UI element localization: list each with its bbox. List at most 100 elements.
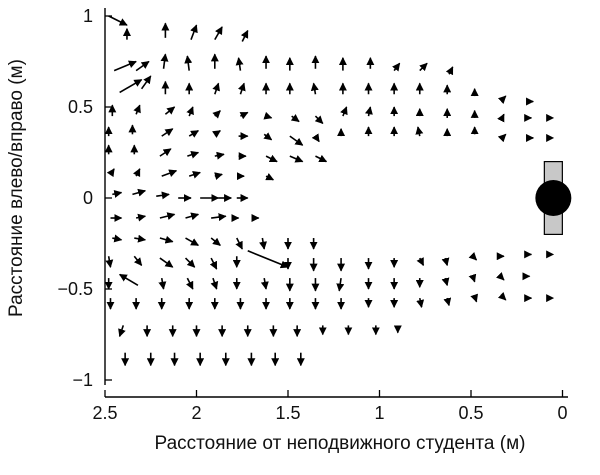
vector-arrow xyxy=(140,75,152,90)
x-tick-label: 1 xyxy=(374,403,384,423)
vector-arrow xyxy=(468,251,478,261)
student-body xyxy=(535,180,572,216)
stationary-student xyxy=(535,161,572,236)
vector-arrow xyxy=(237,82,246,95)
vector-arrow xyxy=(210,277,219,290)
velocity-vectors xyxy=(104,15,535,367)
vector-arrow xyxy=(263,132,273,141)
vector-arrow xyxy=(185,237,200,247)
y-ticks: 1 0.5 0 −0.5 −1 xyxy=(57,6,112,390)
vector-arrow xyxy=(133,255,143,266)
vector-arrow xyxy=(212,82,220,95)
y-tick-label: −1 xyxy=(72,370,93,390)
vector-arrow xyxy=(118,273,139,287)
vector-arrow xyxy=(311,133,320,143)
vector-arrow xyxy=(441,257,450,267)
vector-arrow xyxy=(365,106,373,117)
vector-arrow xyxy=(497,95,507,104)
vector-arrow xyxy=(159,148,172,157)
vector-arrow xyxy=(260,277,269,290)
y-tick-label: 1 xyxy=(83,6,93,26)
vector-arrow xyxy=(443,297,452,307)
vector-arrow xyxy=(497,133,507,143)
x-tick-label: 0 xyxy=(557,403,567,423)
vector-arrow xyxy=(188,129,200,138)
vector-arrow xyxy=(118,325,126,338)
vector-arrow xyxy=(468,273,477,283)
vector-arrow xyxy=(119,79,143,94)
vector-arrow xyxy=(212,129,221,138)
vector-arrow xyxy=(132,188,147,197)
vector-arrow xyxy=(164,106,176,115)
vector-arrow xyxy=(209,257,218,270)
x-tick-label: 2 xyxy=(191,403,201,423)
vector-arrow xyxy=(184,55,193,71)
vector-arrow xyxy=(108,15,128,26)
vector-arrow xyxy=(156,191,170,200)
vector-arrow xyxy=(265,173,275,181)
vector-arrow xyxy=(112,190,123,198)
vector-arrow xyxy=(340,106,348,117)
vector-arrow xyxy=(186,277,194,290)
x-axis-label: Расстояние от неподвижного студента (м) xyxy=(155,433,526,454)
vector-arrow xyxy=(315,154,328,163)
vector-arrow xyxy=(160,53,169,69)
vector-arrow xyxy=(259,237,267,250)
vector-arrow xyxy=(211,213,227,222)
vector-arrow xyxy=(161,128,174,137)
y-tick-label: 0 xyxy=(83,188,93,208)
vector-arrow xyxy=(310,82,319,95)
vector-arrow xyxy=(290,114,300,123)
x-tick-label: 1.5 xyxy=(275,403,300,423)
vector-arrow xyxy=(445,66,454,76)
vector-arrow xyxy=(159,257,174,268)
plot-axes xyxy=(104,8,568,398)
vector-arrow xyxy=(190,24,198,40)
vector-arrow xyxy=(106,168,115,178)
vector-arrow xyxy=(113,60,137,72)
vector-arrow xyxy=(132,168,141,178)
vector-arrow xyxy=(416,297,425,308)
vector-arrow xyxy=(214,172,223,180)
vector-arrow xyxy=(265,154,278,163)
y-tick-label: 0.5 xyxy=(68,97,93,117)
vector-arrow xyxy=(392,62,401,72)
vector-arrow xyxy=(212,110,221,119)
vector-arrow xyxy=(185,212,200,221)
x-tick-label: 0.5 xyxy=(458,403,483,423)
vector-arrow xyxy=(210,237,221,246)
vector-arrow xyxy=(470,293,478,303)
vector-arrow xyxy=(239,111,249,120)
vector-arrow xyxy=(214,26,223,41)
vector-arrow xyxy=(186,106,194,117)
vector-arrow xyxy=(159,212,176,220)
vector-arrow xyxy=(336,277,345,292)
y-tick-label: −0.5 xyxy=(57,279,93,299)
vector-arrow xyxy=(247,250,289,269)
y-axis-label: Расстояние влево/вправо (м) xyxy=(6,59,27,317)
vector-arrow xyxy=(134,234,147,243)
vector-arrow xyxy=(314,115,324,124)
vector-arrow xyxy=(263,111,273,120)
vector-arrow xyxy=(289,155,304,163)
vector-arrow xyxy=(105,256,114,268)
vector-arrow xyxy=(135,60,150,72)
vector-arrow xyxy=(240,29,249,42)
x-ticks: 2.5 2 1.5 1 0.5 0 xyxy=(92,390,568,423)
vector-arrow xyxy=(187,150,200,159)
vector-arrow xyxy=(441,277,450,287)
vector-arrow xyxy=(161,169,178,177)
vector-arrow xyxy=(235,57,244,71)
vector-arrow xyxy=(159,235,174,244)
vector-arrow xyxy=(188,170,201,179)
vector-arrow xyxy=(497,292,507,301)
vector-arrow xyxy=(419,62,428,72)
vector-arrow xyxy=(158,277,167,290)
vector-arrow xyxy=(415,126,424,137)
vector-arrow xyxy=(214,151,225,160)
vector-arrow xyxy=(235,237,243,250)
x-tick-label: 2.5 xyxy=(92,403,117,423)
vector-arrow xyxy=(184,257,196,268)
vector-arrow xyxy=(496,271,505,281)
